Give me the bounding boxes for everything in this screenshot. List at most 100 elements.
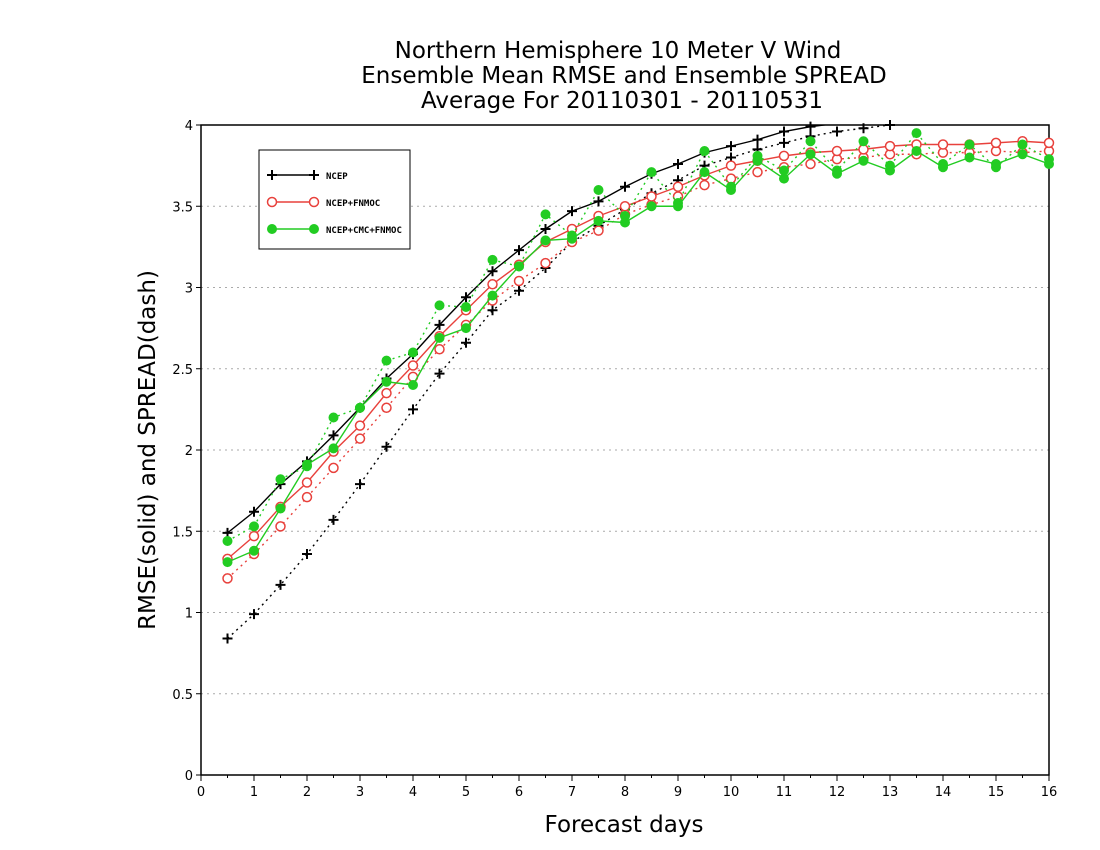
rmse-point bbox=[964, 152, 975, 163]
spread-point bbox=[381, 441, 392, 452]
rmse-point bbox=[487, 290, 498, 301]
rmse-point bbox=[487, 266, 498, 277]
legend-marker bbox=[267, 170, 277, 180]
spread-point bbox=[646, 167, 657, 178]
y-tick-label: 1 bbox=[185, 607, 193, 622]
rmse-point bbox=[938, 162, 948, 173]
legend-marker bbox=[267, 224, 277, 234]
spread-point bbox=[301, 491, 313, 503]
x-tick-label: 16 bbox=[1041, 785, 1058, 800]
spread-point bbox=[514, 285, 524, 296]
spread-point bbox=[911, 128, 922, 139]
rmse-point bbox=[487, 279, 498, 290]
spread-point bbox=[964, 139, 975, 150]
rmse-point bbox=[752, 155, 763, 166]
legend-item: NCEP+CMC+FNMOC bbox=[267, 224, 402, 236]
x-tick-label: 10 bbox=[723, 785, 740, 800]
rmse-point bbox=[673, 201, 683, 212]
rmse-point bbox=[620, 217, 630, 228]
rmse-point bbox=[779, 173, 789, 184]
legend-box bbox=[258, 149, 411, 250]
x-tick-label: 14 bbox=[935, 785, 952, 800]
rmse-point bbox=[301, 477, 313, 488]
x-tick-label: 11 bbox=[776, 785, 793, 800]
series-layer bbox=[222, 120, 1055, 644]
spread-point bbox=[222, 573, 233, 584]
y-tick-label: 2 bbox=[185, 444, 193, 459]
spread-point bbox=[858, 136, 869, 147]
rmse-point bbox=[911, 146, 922, 156]
rmse-point bbox=[567, 206, 577, 217]
spread-point bbox=[328, 514, 339, 525]
rmse-point bbox=[725, 160, 737, 171]
axis-ticks: 00.511.522.533.540 1 2 3 4 5 6 7 8 9 10 11 12 13 14 15 1… bbox=[172, 119, 1057, 800]
rmse-point bbox=[752, 134, 763, 145]
spread-point bbox=[699, 179, 710, 191]
x-tick-label: 12 bbox=[829, 785, 846, 800]
x-tick-label: 9 bbox=[674, 785, 682, 800]
spread-point bbox=[434, 300, 445, 311]
rmse-point bbox=[1044, 159, 1054, 169]
x-tick-label: 3 bbox=[356, 785, 364, 800]
rmse-point bbox=[672, 181, 684, 192]
x-tick-label: 0 bbox=[197, 785, 205, 800]
y-tick-label: 1.5 bbox=[172, 525, 193, 540]
x-tick-label: 15 bbox=[988, 785, 1005, 800]
spread-point bbox=[408, 404, 418, 415]
chart-title-line-2: Ensemble Mean RMSE and Ensemble SPREAD bbox=[361, 63, 886, 89]
legend-label: NCEP+FNMOC bbox=[326, 199, 380, 209]
rmse-point bbox=[354, 420, 366, 431]
rmse-point bbox=[991, 159, 1001, 169]
spread-point bbox=[434, 344, 445, 355]
spread-point bbox=[461, 302, 471, 312]
legend-label: NCEP+CMC+FNMOC bbox=[326, 226, 402, 236]
y-tick-label: 3.5 bbox=[172, 200, 193, 215]
rmse-point bbox=[408, 380, 418, 390]
x-tick-label: 8 bbox=[621, 785, 629, 800]
x-tick-label: 7 bbox=[568, 785, 576, 800]
legend-item: NCEP bbox=[267, 170, 348, 182]
spread-point bbox=[354, 433, 366, 444]
spread-point bbox=[540, 209, 551, 220]
legend-label: NCEP bbox=[326, 172, 348, 182]
chart-title-line-3: Average For 20110301 - 20110531 bbox=[421, 88, 823, 114]
rmse-point bbox=[805, 121, 816, 132]
legend-marker bbox=[309, 224, 319, 234]
spread-point bbox=[381, 355, 392, 366]
x-tick-label: 1 bbox=[250, 785, 258, 800]
spread-point bbox=[487, 254, 498, 265]
spread-point bbox=[752, 166, 763, 178]
legend-marker bbox=[308, 196, 320, 208]
rmse-point bbox=[222, 557, 233, 568]
spread-point bbox=[832, 126, 842, 137]
rmse-point bbox=[1017, 149, 1028, 160]
rmse-point bbox=[726, 141, 736, 152]
spread-point bbox=[699, 146, 710, 156]
rmse-point bbox=[249, 506, 259, 517]
y-axis-label: RMSE(solid) and SPREAD(dash) bbox=[135, 270, 161, 630]
spread-point bbox=[1017, 139, 1028, 150]
rmse-point bbox=[885, 165, 895, 176]
rmse-point bbox=[832, 168, 842, 179]
x-tick-label: 13 bbox=[882, 785, 899, 800]
rmse-point bbox=[646, 201, 657, 212]
y-tick-label: 0 bbox=[185, 769, 193, 784]
rmse-point bbox=[275, 503, 286, 514]
spread-point bbox=[249, 521, 259, 532]
rmse-point bbox=[805, 149, 816, 160]
spread-point bbox=[275, 474, 286, 485]
spread-line bbox=[227, 132, 1049, 542]
rmse-point bbox=[461, 323, 471, 334]
x-axis-label: Forecast days bbox=[545, 812, 704, 838]
spread-point bbox=[858, 123, 869, 134]
rmse-point bbox=[434, 319, 445, 330]
rmse-point bbox=[461, 292, 471, 303]
rmse-line bbox=[227, 150, 1049, 563]
rmse-point bbox=[1043, 137, 1055, 149]
legend-item: NCEP+FNMOC bbox=[266, 196, 380, 209]
rmse-point bbox=[593, 215, 604, 226]
rmse-point bbox=[381, 376, 392, 387]
spread-point bbox=[805, 158, 816, 170]
spread-point bbox=[222, 633, 233, 644]
